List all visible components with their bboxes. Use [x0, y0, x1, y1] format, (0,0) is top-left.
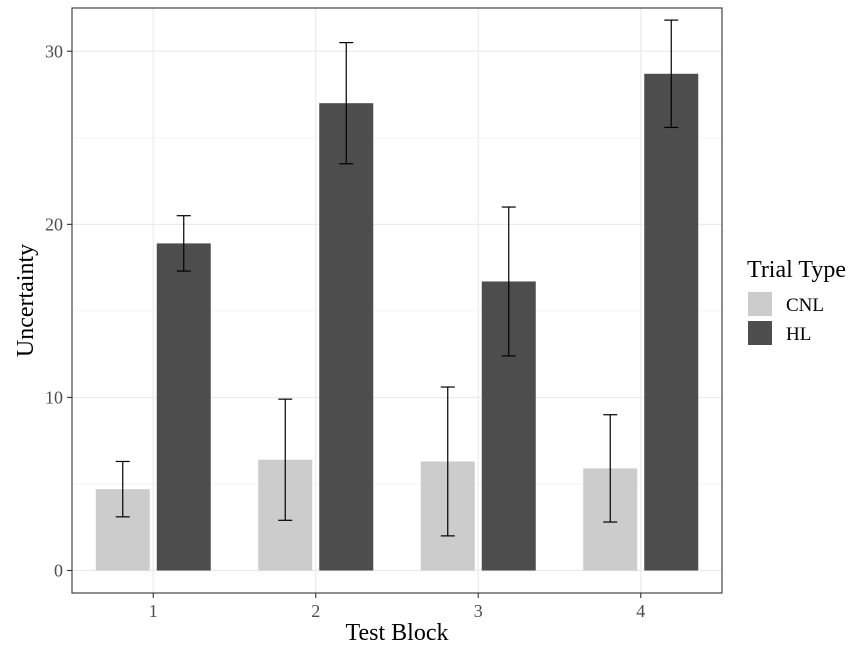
- error-bar-hl-4: [664, 19, 679, 129]
- error-bars: [115, 19, 679, 537]
- x-tick-label: 3: [474, 601, 483, 621]
- legend-swatch-hl: [748, 321, 772, 345]
- legend-items: CNL HL: [748, 292, 824, 345]
- y-tick-label: 30: [45, 41, 63, 61]
- x-tick-label: 2: [311, 601, 320, 621]
- error-bar-hl-3: [501, 206, 516, 357]
- error-bar-cnl-3: [440, 386, 455, 537]
- panel-border: [71, 7, 723, 594]
- legend: Trial Type CNL HL: [747, 257, 846, 345]
- error-bar-cnl-2: [278, 398, 293, 521]
- bar-hl-4: [644, 73, 699, 571]
- error-bar-hl-1: [176, 215, 191, 272]
- axes: 0 10 20 30 1 2 3 4: [45, 41, 645, 621]
- legend-label-cnl: CNL: [786, 295, 824, 316]
- error-bar-cnl-4: [603, 414, 618, 523]
- legend-swatch-cnl: [748, 292, 772, 316]
- y-axis-title: Uncertainty: [13, 244, 39, 357]
- bar-hl-2: [319, 103, 374, 571]
- x-tick-label: 1: [149, 601, 158, 621]
- y-tick-label: 10: [45, 387, 63, 407]
- x-tick-label: 4: [636, 601, 645, 621]
- bars: [95, 73, 699, 571]
- y-tick-label: 0: [54, 561, 63, 581]
- y-tick-label: 20: [45, 214, 63, 234]
- x-axis-title: Test Block: [346, 620, 449, 646]
- error-bar-hl-2: [339, 42, 354, 165]
- legend-title: Trial Type: [747, 257, 846, 283]
- bar-hl-1: [156, 243, 211, 571]
- error-bar-cnl-1: [115, 460, 130, 518]
- legend-label-hl: HL: [786, 324, 811, 345]
